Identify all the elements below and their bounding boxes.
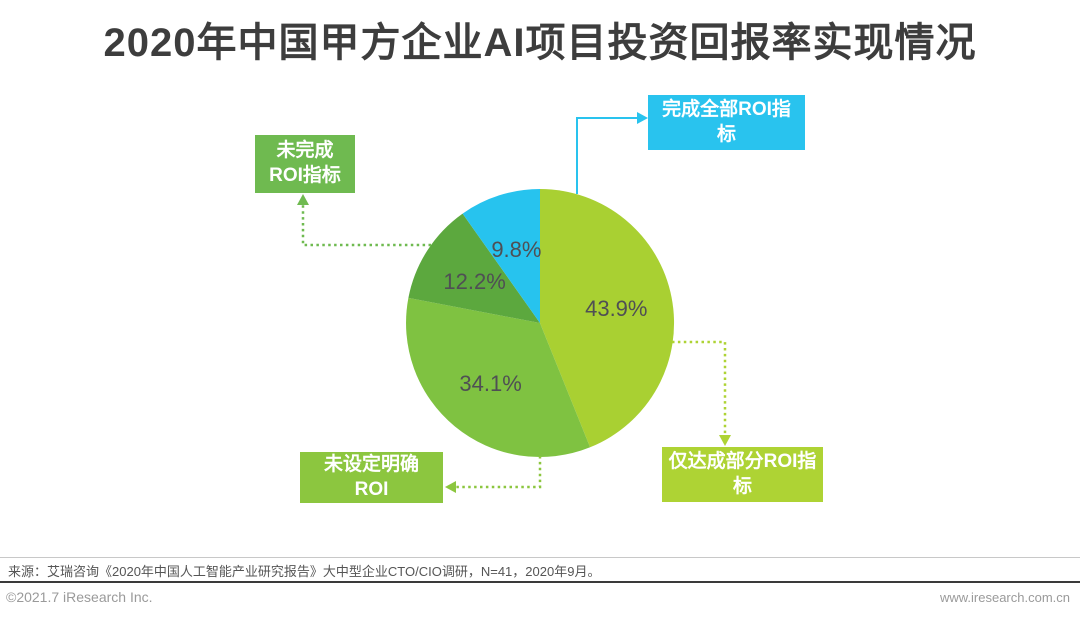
callout-connector-no-roi (453, 456, 542, 489)
source-note: 来源：艾瑞咨询《2020年中国人工智能产业研究报告》大中型企业CTO/CIO调研… (8, 564, 601, 579)
chart-title: 2020年中国甲方企业AI项目投资回报率实现情况 (103, 21, 977, 65)
callout-arrowhead-complete (637, 112, 648, 124)
pie-value-label: 12.2% (443, 269, 505, 294)
pie-slice-未完成ROI指标 (408, 213, 540, 323)
copyright-text: ©2021.7 iResearch Inc. (6, 589, 153, 605)
pie-slice-完成全部ROI指标 (462, 188, 540, 323)
website-url: www.iresearch.com.cn (939, 590, 1070, 605)
callout-arrowhead-incomplete (297, 194, 309, 205)
callout-arrowhead-partial (719, 435, 731, 446)
footer-divider-dark (0, 581, 1080, 583)
legend-box-partial-roi: 仅达成部分ROI指 标 (662, 447, 823, 502)
footer-divider-light (0, 557, 1080, 558)
callout-connector-partial (672, 340, 727, 438)
pie-value-label: 34.1% (459, 371, 521, 396)
callout-arrowhead-no-roi (445, 481, 456, 493)
legend-box-incomplete-roi: 未完成 ROI指标 (255, 135, 355, 193)
pie-slices: 43.9% 34.1% 12.2% 9.8% (406, 188, 675, 458)
legend-box-no-defined-roi: 未设定明确 ROI (300, 452, 443, 503)
callout-connector-incomplete (301, 202, 431, 247)
pie-value-label: 43.9% (585, 296, 647, 321)
pie-slice-仅达成部分ROI指标 (540, 188, 675, 448)
callout-connector-complete (576, 117, 639, 194)
pie-slice-未设定明确ROI (406, 297, 591, 458)
legend-box-complete-all-roi: 完成全部ROI指 标 (648, 95, 805, 150)
pie-value-label: 9.8% (491, 237, 541, 262)
